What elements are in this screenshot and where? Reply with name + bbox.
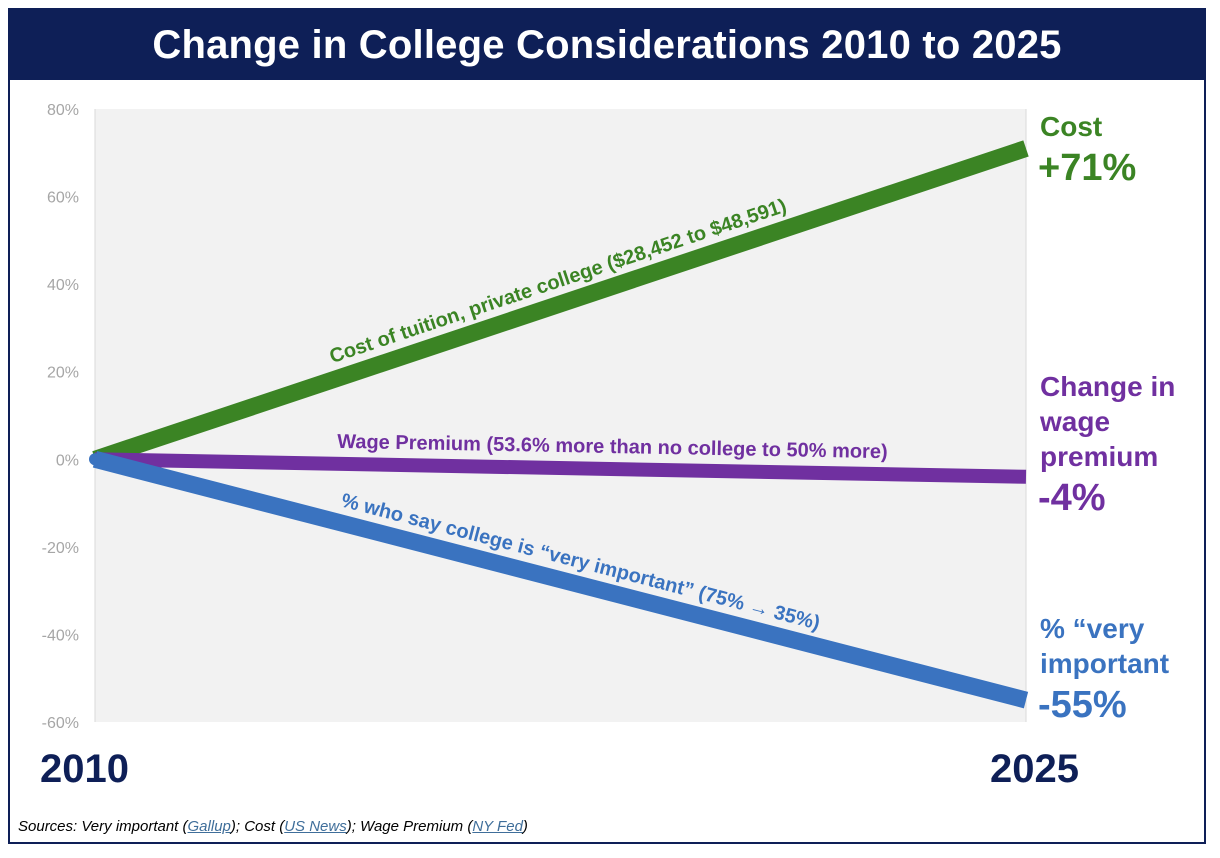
series-end-label-cost: Cost xyxy=(1040,111,1102,142)
x-label-end: 2025 xyxy=(990,747,1079,791)
sources-note: Sources: Very important (Gallup); Cost (… xyxy=(18,818,528,835)
title-bar: Change in College Considerations 2010 to… xyxy=(10,10,1204,80)
sources-mid-2: ); Wage Premium ( xyxy=(346,818,473,835)
source-link-us-news[interactable]: US News xyxy=(284,818,347,835)
series-line-wage xyxy=(94,452,1027,484)
y-tick-label: -40% xyxy=(42,627,79,644)
series-lines xyxy=(89,140,1029,709)
series-end-value-importance: -55% xyxy=(1038,684,1127,726)
y-tick-label: -60% xyxy=(42,715,79,732)
y-axis-ticks: 80% 60% 40% 20% 0% -20% -40% -60% xyxy=(42,102,79,732)
series-end-label-importance: important xyxy=(1040,648,1169,679)
x-label-start: 2010 xyxy=(40,747,129,791)
y-tick-label: -20% xyxy=(42,540,79,557)
series-line-importance xyxy=(92,451,1029,709)
source-link-ny-fed[interactable]: NY Fed xyxy=(472,818,523,835)
series-end-label-importance: % “very xyxy=(1040,613,1145,644)
y-tick-label: 20% xyxy=(47,365,79,382)
source-link-gallup[interactable]: Gallup xyxy=(187,818,231,835)
chart-title: Change in College Considerations 2010 to… xyxy=(152,22,1062,67)
sources-mid-1: ); Cost ( xyxy=(230,818,285,835)
y-tick-label: 40% xyxy=(47,277,79,294)
series-end-label-wage: Change in xyxy=(1040,371,1175,402)
y-tick-label: 80% xyxy=(47,102,79,119)
y-tick-label: 0% xyxy=(56,452,79,469)
series-line-cost xyxy=(92,140,1029,468)
sources-suffix: ) xyxy=(522,818,528,835)
y-tick-label: 60% xyxy=(47,190,79,207)
x-axis-labels: 2010 2025 xyxy=(40,747,1079,791)
series-end-labels: Cost +71% Change in wage premium -4% % “very im… xyxy=(1038,111,1175,726)
series-end-value-wage: -4% xyxy=(1038,477,1106,519)
series-origin-point xyxy=(89,453,101,466)
series-end-label-wage: premium xyxy=(1040,441,1158,472)
series-end-label-wage: wage xyxy=(1039,406,1110,437)
sources-prefix: Sources: Very important ( xyxy=(18,818,188,835)
series-end-value-cost: +71% xyxy=(1038,147,1136,189)
